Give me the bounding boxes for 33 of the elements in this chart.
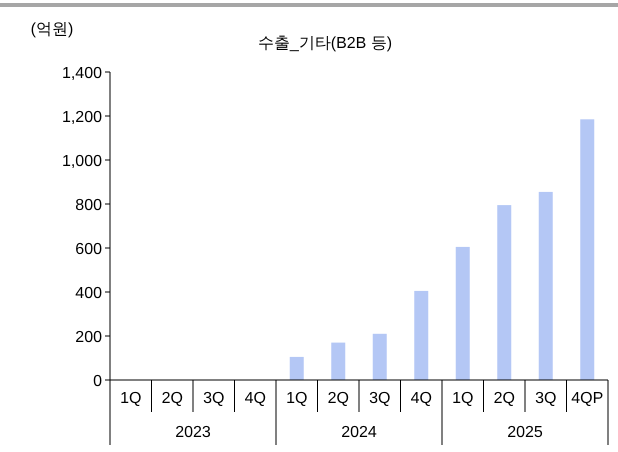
bar bbox=[290, 356, 304, 380]
bar bbox=[538, 192, 553, 380]
bar bbox=[456, 246, 470, 380]
y-tick-label: 200 bbox=[75, 329, 102, 346]
bar bbox=[331, 342, 346, 380]
x-tick-label: 2Q bbox=[162, 390, 183, 407]
y-tick-label: 800 bbox=[75, 197, 102, 214]
x-tick-label: 3Q bbox=[203, 390, 224, 407]
y-tick-label: 1,400 bbox=[62, 65, 102, 82]
text: 2025 bbox=[507, 424, 543, 441]
bar bbox=[580, 119, 594, 380]
text: 2024 bbox=[341, 424, 377, 441]
y-tick-label: 600 bbox=[75, 241, 102, 258]
bar bbox=[414, 290, 428, 380]
y-tick-label: 1,200 bbox=[62, 109, 102, 126]
x-tick-label: 1Q bbox=[120, 390, 142, 407]
y-tick-label: 0 bbox=[93, 373, 102, 390]
x-tick-label: 4QP bbox=[571, 390, 604, 407]
x-tick-label: 3Q bbox=[369, 390, 390, 407]
y-axis-title: (억원) bbox=[30, 21, 74, 38]
chart-title: 수출_기타(B2B 등) bbox=[258, 35, 392, 52]
y-tick-label: 400 bbox=[75, 285, 102, 302]
x-tick-label: 1Q bbox=[452, 390, 474, 407]
x-tick-label: 2Q bbox=[494, 390, 515, 407]
x-tick-label: 4Q bbox=[410, 390, 432, 407]
bar bbox=[497, 205, 512, 380]
x-tick-label: 2Q bbox=[328, 390, 349, 407]
text: 2023 bbox=[175, 424, 211, 441]
bar bbox=[372, 334, 387, 380]
y-tick-label: 1,000 bbox=[62, 153, 102, 170]
x-tick-label: 4Q bbox=[244, 390, 266, 407]
x-tick-label: 3Q bbox=[535, 390, 556, 407]
x-tick-label: 1Q bbox=[286, 390, 308, 407]
